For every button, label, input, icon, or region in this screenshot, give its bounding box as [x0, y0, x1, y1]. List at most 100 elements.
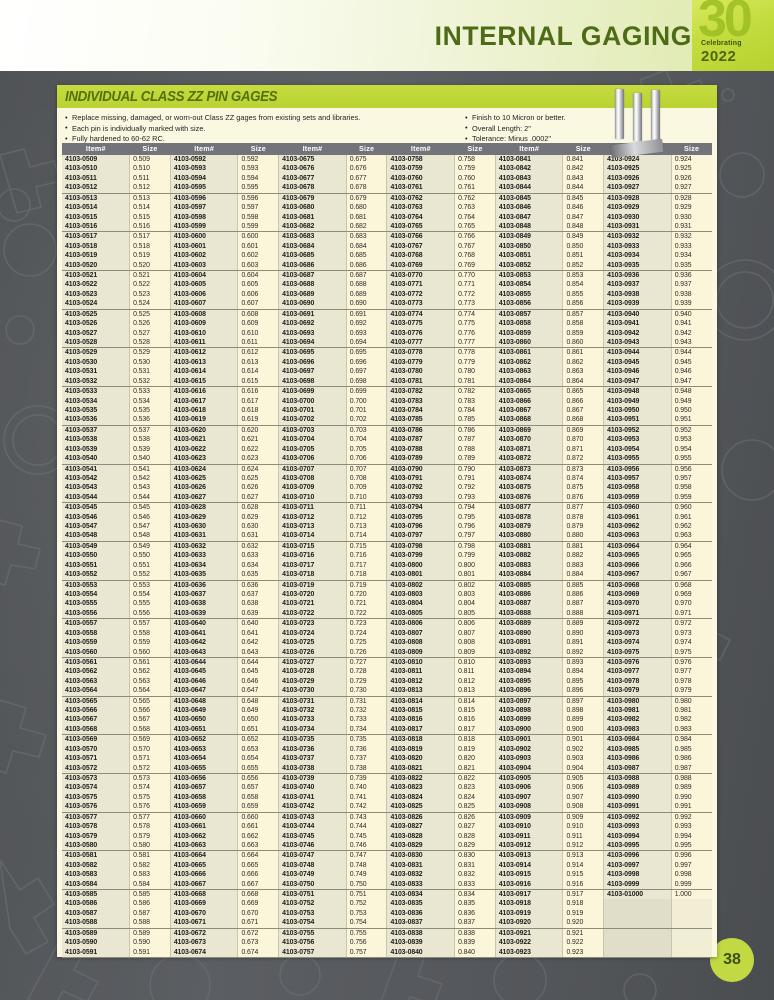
cell-size: 0.605 — [237, 280, 279, 290]
cell-size: 0.752 — [345, 899, 387, 909]
cell-size: 0.741 — [345, 792, 387, 803]
cell-size: 0.697 — [345, 367, 387, 377]
cell-item-number: 4103-0642 — [169, 638, 238, 648]
cell-size: 0.519 — [129, 251, 171, 261]
table-row: 4103-0532 0.532 4103-0615 0.615 4103-0698 0.6… — [62, 376, 712, 388]
cell-item-number: 4103-0634 — [169, 560, 238, 571]
cell-item-number: 4103-0542 — [62, 473, 130, 484]
cell-item-number: 4103-0851 — [494, 251, 563, 261]
cell-size: 0.958 — [670, 483, 712, 493]
cell-size: 0.666 — [237, 870, 279, 880]
cell-size: 0.658 — [237, 792, 279, 803]
cell-size: 0.670 — [237, 908, 279, 919]
cell-item-number: 4103-0899 — [494, 715, 563, 725]
cell-item-number: 4103-0920 — [494, 918, 563, 929]
cell-item-number: 4103-0808 — [386, 638, 455, 648]
cell-size: 0.825 — [454, 802, 496, 813]
cell-size: 0.600 — [237, 231, 279, 242]
cell-size: 0.884 — [562, 570, 604, 581]
cell-item-number: 4103-0818 — [386, 734, 455, 745]
cell-size: 0.554 — [129, 589, 171, 600]
cell-item-number: 4103-0749 — [278, 870, 347, 880]
cell-item-number: 4103-0765 — [386, 221, 455, 233]
cell-item-number: 4103-0570 — [62, 744, 130, 755]
table-row: 4103-0548 0.548 4103-0631 0.631 4103-0714 0.7… — [62, 531, 712, 542]
cell-item-number: 4103-0696 — [278, 357, 347, 368]
cell-size: 0.543 — [129, 483, 171, 493]
cell-size: 0.745 — [345, 831, 387, 841]
cell-size: 0.698 — [345, 376, 387, 388]
cell-item-number: 4103-0538 — [62, 435, 130, 445]
cell-size: 0.986 — [670, 754, 712, 764]
cell-item-number: 4103-0736 — [278, 744, 347, 755]
product-panel: INDIVIDUAL CLASS ZZ PIN GAGES Replace mi… — [57, 85, 717, 959]
cell-item-number: 4103-0629 — [169, 512, 238, 523]
cell-item-number: 4103-0797 — [386, 531, 455, 542]
cell-size: 0.744 — [345, 822, 387, 832]
table-header-row: Item# Size Item# Size Item# Size Item# Size Item… — [62, 143, 712, 155]
cell-item-number: 4103-0804 — [386, 599, 455, 609]
cell-size: 0.939 — [670, 299, 712, 310]
cell-item-number: 4103-0859 — [494, 328, 563, 339]
cell-size: 0.561 — [129, 657, 171, 668]
table-header: Item# Size Item# Size Item# Size Item# Size Item… — [62, 143, 712, 155]
cell-item-number: 4103-0533 — [62, 386, 130, 397]
cell-size: 0.760 — [454, 173, 496, 184]
table-row: 4103-0540 0.540 4103-0623 0.623 4103-0706 0.7… — [62, 454, 712, 465]
cell-item-number: 4103-0824 — [386, 792, 455, 803]
cell-size: 0.663 — [237, 840, 279, 852]
cell-size: 0.845 — [562, 193, 604, 204]
cell-item-number: 4103-0574 — [62, 783, 130, 793]
table-row: 4103-0515 0.515 4103-0598 0.598 4103-0681 0.6… — [62, 212, 712, 222]
table-row: 4103-0560 0.560 4103-0643 0.643 4103-0726 0.7… — [62, 647, 712, 658]
cell-size: 0.861 — [562, 347, 604, 358]
cell-size: 0.626 — [237, 483, 279, 493]
cell-size: 0.929 — [670, 203, 712, 213]
cell-size: 0.781 — [454, 376, 496, 388]
cell-item-number: 4103-0558 — [62, 628, 130, 639]
cell-item-number: 4103-0906 — [494, 783, 563, 793]
cell-item-number: 4103-0938 — [603, 289, 672, 300]
cell-size: 0.737 — [345, 754, 387, 764]
cell-item-number: 4103-0596 — [169, 193, 238, 204]
cell-item-number: 4103-0586 — [62, 899, 130, 909]
cell-size: 0.674 — [237, 947, 279, 959]
cell-size: 0.731 — [345, 696, 387, 707]
cell-size: 0.708 — [345, 473, 387, 484]
table-row: 4103-0513 0.513 4103-0596 0.596 4103-0679 0.6… — [62, 193, 712, 204]
cell-size: 0.889 — [562, 618, 604, 629]
cell-size: 0.996 — [670, 850, 712, 861]
table-row: 4103-0563 0.563 4103-0646 0.646 4103-0729 0.7… — [62, 676, 712, 687]
cell-item-number: 4103-0610 — [169, 328, 238, 339]
cell-item-number: 4103-0641 — [169, 628, 238, 639]
cell-size: 0.918 — [562, 899, 604, 909]
cell-item-number: 4103-0763 — [386, 203, 455, 213]
cell-size: 0.631 — [237, 531, 279, 542]
cell-item-number: 4103-0919 — [494, 908, 563, 919]
cell-item-number: 4103-0566 — [62, 706, 130, 716]
cell-size: 0.736 — [345, 744, 387, 755]
cell-size: 0.859 — [562, 328, 604, 339]
cell-item-number: 4103-0719 — [278, 580, 347, 590]
table-row: 4103-0559 0.559 4103-0642 0.642 4103-0725 0.7… — [62, 638, 712, 648]
cell-item-number: 4103-0961 — [603, 512, 672, 523]
cell-item-number: 4103-0599 — [169, 221, 238, 233]
cell-size: 0.899 — [562, 715, 604, 725]
cell-item-number: 4103-0656 — [169, 773, 238, 784]
cell-size: 0.685 — [345, 251, 387, 261]
cell-item-number: 4103-0519 — [62, 251, 130, 261]
cell-item-number: 4103-0723 — [278, 618, 347, 629]
cell-size: 0.682 — [345, 221, 387, 233]
cell-item-number: 4103-0581 — [62, 850, 130, 861]
cell-empty — [603, 908, 672, 919]
cell-item-number: 4103-0531 — [62, 367, 130, 377]
cell-item-number: 4103-0832 — [386, 870, 455, 880]
cell-item-number: 4103-0912 — [494, 840, 563, 852]
cell-item-number: 4103-0793 — [386, 492, 455, 504]
cell-size: 0.819 — [454, 744, 496, 755]
cell-item-number: 4103-0590 — [62, 938, 130, 948]
cell-size: 0.546 — [129, 512, 171, 523]
table-row: 4103-0536 0.536 4103-0619 0.619 4103-0702 0.7… — [62, 415, 712, 426]
cell-item-number: 4103-0595 — [169, 183, 238, 194]
cell-item-number: 4103-0984 — [603, 734, 672, 745]
